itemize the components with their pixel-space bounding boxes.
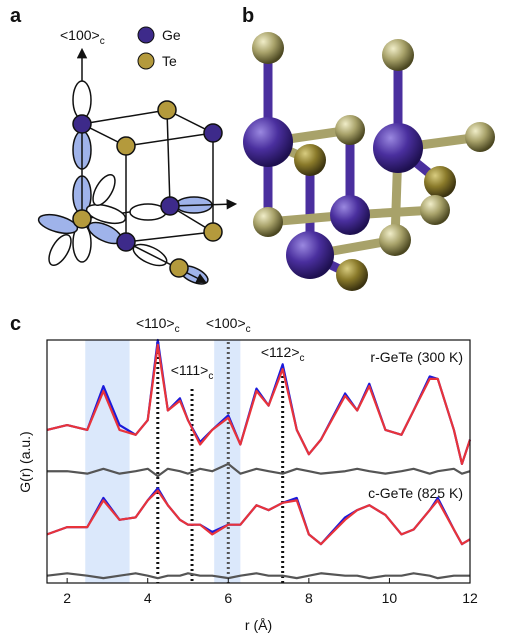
marker-label: <110>c xyxy=(136,315,180,335)
marker-label: <112>c xyxy=(261,344,305,364)
panel-label: a xyxy=(10,5,22,27)
legend-ge xyxy=(137,26,155,44)
pdf-chart: <110>c<111>c<100>c<112>c2 4 6 8 10 12r (Å)G(r… xyxy=(17,315,478,633)
cube-diagram xyxy=(37,47,238,285)
x-tick-label: 10 xyxy=(382,590,398,606)
curve-label: r-GeTe (300 K) xyxy=(370,349,463,365)
shaded-range xyxy=(85,340,130,583)
marker-text: <111> xyxy=(171,362,209,378)
legend-label: Te xyxy=(162,53,177,69)
x-tick-label: 6 xyxy=(224,590,232,606)
curve-label: c-GeTe (825 K) xyxy=(368,485,463,501)
data-line xyxy=(47,462,471,478)
legend-te xyxy=(137,52,155,70)
x-tick-label: 8 xyxy=(305,590,313,606)
x-axis-label: r (Å) xyxy=(245,617,272,633)
marker-text: <100> xyxy=(206,315,246,331)
data-line xyxy=(46,343,472,466)
plot-frame xyxy=(46,339,471,584)
marker-sub: c xyxy=(175,324,180,335)
marker-sub: c xyxy=(208,371,213,382)
marker-label: <100>c xyxy=(206,315,251,335)
y-axis-label: G(r) (a.u.) xyxy=(17,431,33,492)
panel-label: c xyxy=(10,313,21,335)
x-tick-label: 4 xyxy=(144,590,152,606)
x-tick-label: 2 xyxy=(63,590,71,606)
marker-text: <110> xyxy=(136,315,175,331)
data-line xyxy=(46,572,470,580)
marker-sub: c xyxy=(300,353,305,364)
data-line xyxy=(46,489,471,546)
axis-label: <100>c xyxy=(60,27,105,47)
panel-label: b xyxy=(242,5,254,27)
x-tick-label: 12 xyxy=(462,590,478,606)
legend-label: Ge xyxy=(162,27,181,43)
marker-label: <111>c xyxy=(171,362,214,382)
crystal-structure xyxy=(243,32,495,291)
shaded-range xyxy=(214,340,241,583)
marker-sub: c xyxy=(246,324,251,335)
marker-text: <112> xyxy=(261,344,300,360)
